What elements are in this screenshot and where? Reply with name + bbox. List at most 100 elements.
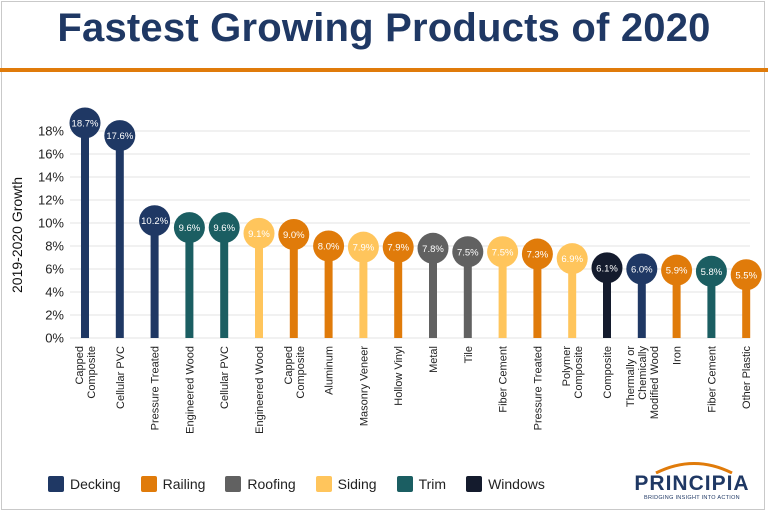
- data-label: 5.8%: [701, 267, 723, 278]
- data-label: 7.5%: [457, 247, 479, 258]
- legend-swatch: [315, 476, 332, 492]
- y-tick-label: 16%: [38, 147, 64, 162]
- lollipop-head: [243, 217, 275, 249]
- data-label: 7.9%: [387, 243, 409, 254]
- x-tick-label-line: Aluminum: [324, 346, 336, 395]
- y-tick-label: 10%: [38, 216, 64, 231]
- legend-swatch: [140, 476, 157, 492]
- data-label: 10.2%: [141, 216, 168, 227]
- x-tick-label: Cellular PVC: [115, 346, 127, 409]
- x-tick-label: Tile: [463, 346, 475, 363]
- lollipop-head: [173, 212, 205, 244]
- x-tick-label-line: Engineered Wood: [254, 346, 266, 434]
- legend-swatch: [48, 476, 64, 492]
- lollipop-head: [104, 120, 136, 152]
- data-label: 9.6%: [213, 223, 235, 234]
- lollipop-head: [347, 231, 379, 263]
- x-tick-label-line: Composite: [573, 346, 585, 399]
- legend-label: Trim: [418, 476, 447, 492]
- data-label: 9.6%: [179, 223, 201, 234]
- legend-label: Siding: [337, 476, 377, 492]
- x-tick-label: Cellular PVC: [219, 346, 231, 409]
- x-tick-label-line: Modified Wood: [649, 346, 661, 419]
- legend-label: Railing: [162, 476, 206, 492]
- lollipop-head: [208, 212, 240, 244]
- data-label: 7.3%: [527, 250, 549, 261]
- data-label: 17.6%: [106, 131, 133, 142]
- y-tick-label: 12%: [38, 193, 64, 208]
- logo-arc-icon: [655, 462, 733, 474]
- x-tick-label: Composite: [602, 346, 614, 399]
- legend-item-roofing: Roofing: [225, 476, 296, 492]
- x-tick-label-line: Capped: [74, 346, 86, 385]
- y-tick-label: 6%: [45, 262, 64, 277]
- lollipop-head: [417, 232, 449, 264]
- legend-label: Windows: [488, 476, 545, 492]
- data-label: 9.1%: [248, 229, 270, 240]
- x-tick-label: Other Plastic: [741, 346, 753, 409]
- data-label: 9.0%: [283, 230, 305, 241]
- legend-swatch: [225, 476, 242, 492]
- x-tick-label: Engineered Wood: [254, 346, 266, 434]
- x-tick-label-line: Composite: [86, 346, 98, 399]
- x-tick-label: Pressure Treated: [532, 346, 544, 430]
- legend-item-trim: Trim: [396, 476, 447, 492]
- lollipop-head: [139, 205, 171, 237]
- lollipop-head: [661, 254, 693, 286]
- lollipop-head: [452, 236, 484, 268]
- x-tick-label-line: Tile: [463, 346, 475, 363]
- x-tick-label: Iron: [672, 346, 684, 365]
- legend-item-decking: Decking: [48, 476, 121, 492]
- data-label: 7.5%: [492, 247, 514, 258]
- legend: Decking Railing Roofing Siding Trim Windows: [48, 476, 565, 492]
- y-tick-label: 2%: [45, 308, 64, 323]
- legend-swatch: [466, 476, 483, 492]
- x-tick-label: Polymer Composite: [561, 346, 585, 399]
- x-tick-label-line: Chemically: [637, 346, 649, 400]
- x-tick-label: Hollow Vinyl: [393, 346, 405, 406]
- x-tick-label-line: Pressure Treated: [532, 346, 544, 430]
- lollipop-head: [591, 252, 623, 284]
- lollipop-head: [487, 236, 519, 268]
- legend-item-siding: Siding: [315, 476, 377, 492]
- legend-item-windows: Windows: [466, 476, 545, 492]
- x-tick-label-line: Metal: [428, 346, 440, 373]
- lollipop-head: [313, 230, 345, 262]
- x-tick-label-line: Fiber Cement: [498, 346, 510, 413]
- legend-item-railing: Railing: [140, 476, 206, 492]
- x-tick-label-line: Cellular PVC: [115, 346, 127, 409]
- x-tick-label-line: Capped: [283, 346, 295, 385]
- x-tick-label: Masonry Veneer: [358, 346, 370, 426]
- data-label: 7.9%: [353, 243, 375, 254]
- x-tick-label-line: Other Plastic: [741, 346, 753, 409]
- x-tick-label-line: Thermally or: [625, 346, 637, 407]
- lollipop-head: [730, 259, 762, 291]
- data-label: 5.5%: [735, 270, 757, 281]
- x-tick-label-line: Cellular PVC: [219, 346, 231, 409]
- data-label: 6.1%: [596, 263, 618, 274]
- lollipop-head: [278, 219, 310, 250]
- data-label: 8.0%: [318, 242, 340, 253]
- data-label: 7.8%: [422, 244, 444, 255]
- y-tick-label: 4%: [45, 285, 64, 300]
- y-tick-label: 8%: [45, 239, 64, 254]
- y-tick-label: 0%: [45, 331, 64, 346]
- legend-label: Roofing: [247, 476, 296, 492]
- principia-logo: PRINCIPIA BRIDGING INSIGHT INTO ACTION: [626, 462, 758, 504]
- data-label: 6.0%: [631, 265, 653, 276]
- lollipop-head: [521, 238, 553, 270]
- logo-tagline: BRIDGING INSIGHT INTO ACTION: [644, 495, 740, 501]
- legend-swatch: [396, 476, 413, 492]
- x-tick-label: Metal: [428, 346, 440, 373]
- x-tick-label: Fiber Cement: [498, 346, 510, 413]
- legend-label: Decking: [70, 476, 121, 492]
- x-tick-label: Capped Composite: [74, 346, 98, 399]
- data-label: 5.9%: [666, 266, 688, 277]
- x-tick-label: Thermally or Chemically Modified Wood: [625, 346, 661, 420]
- x-tick-label-line: Pressure Treated: [150, 346, 162, 430]
- y-tick-label: 18%: [38, 124, 64, 139]
- x-tick-label: Pressure Treated: [150, 346, 162, 430]
- lollipop-head: [69, 107, 101, 139]
- data-label: 18.7%: [72, 118, 99, 129]
